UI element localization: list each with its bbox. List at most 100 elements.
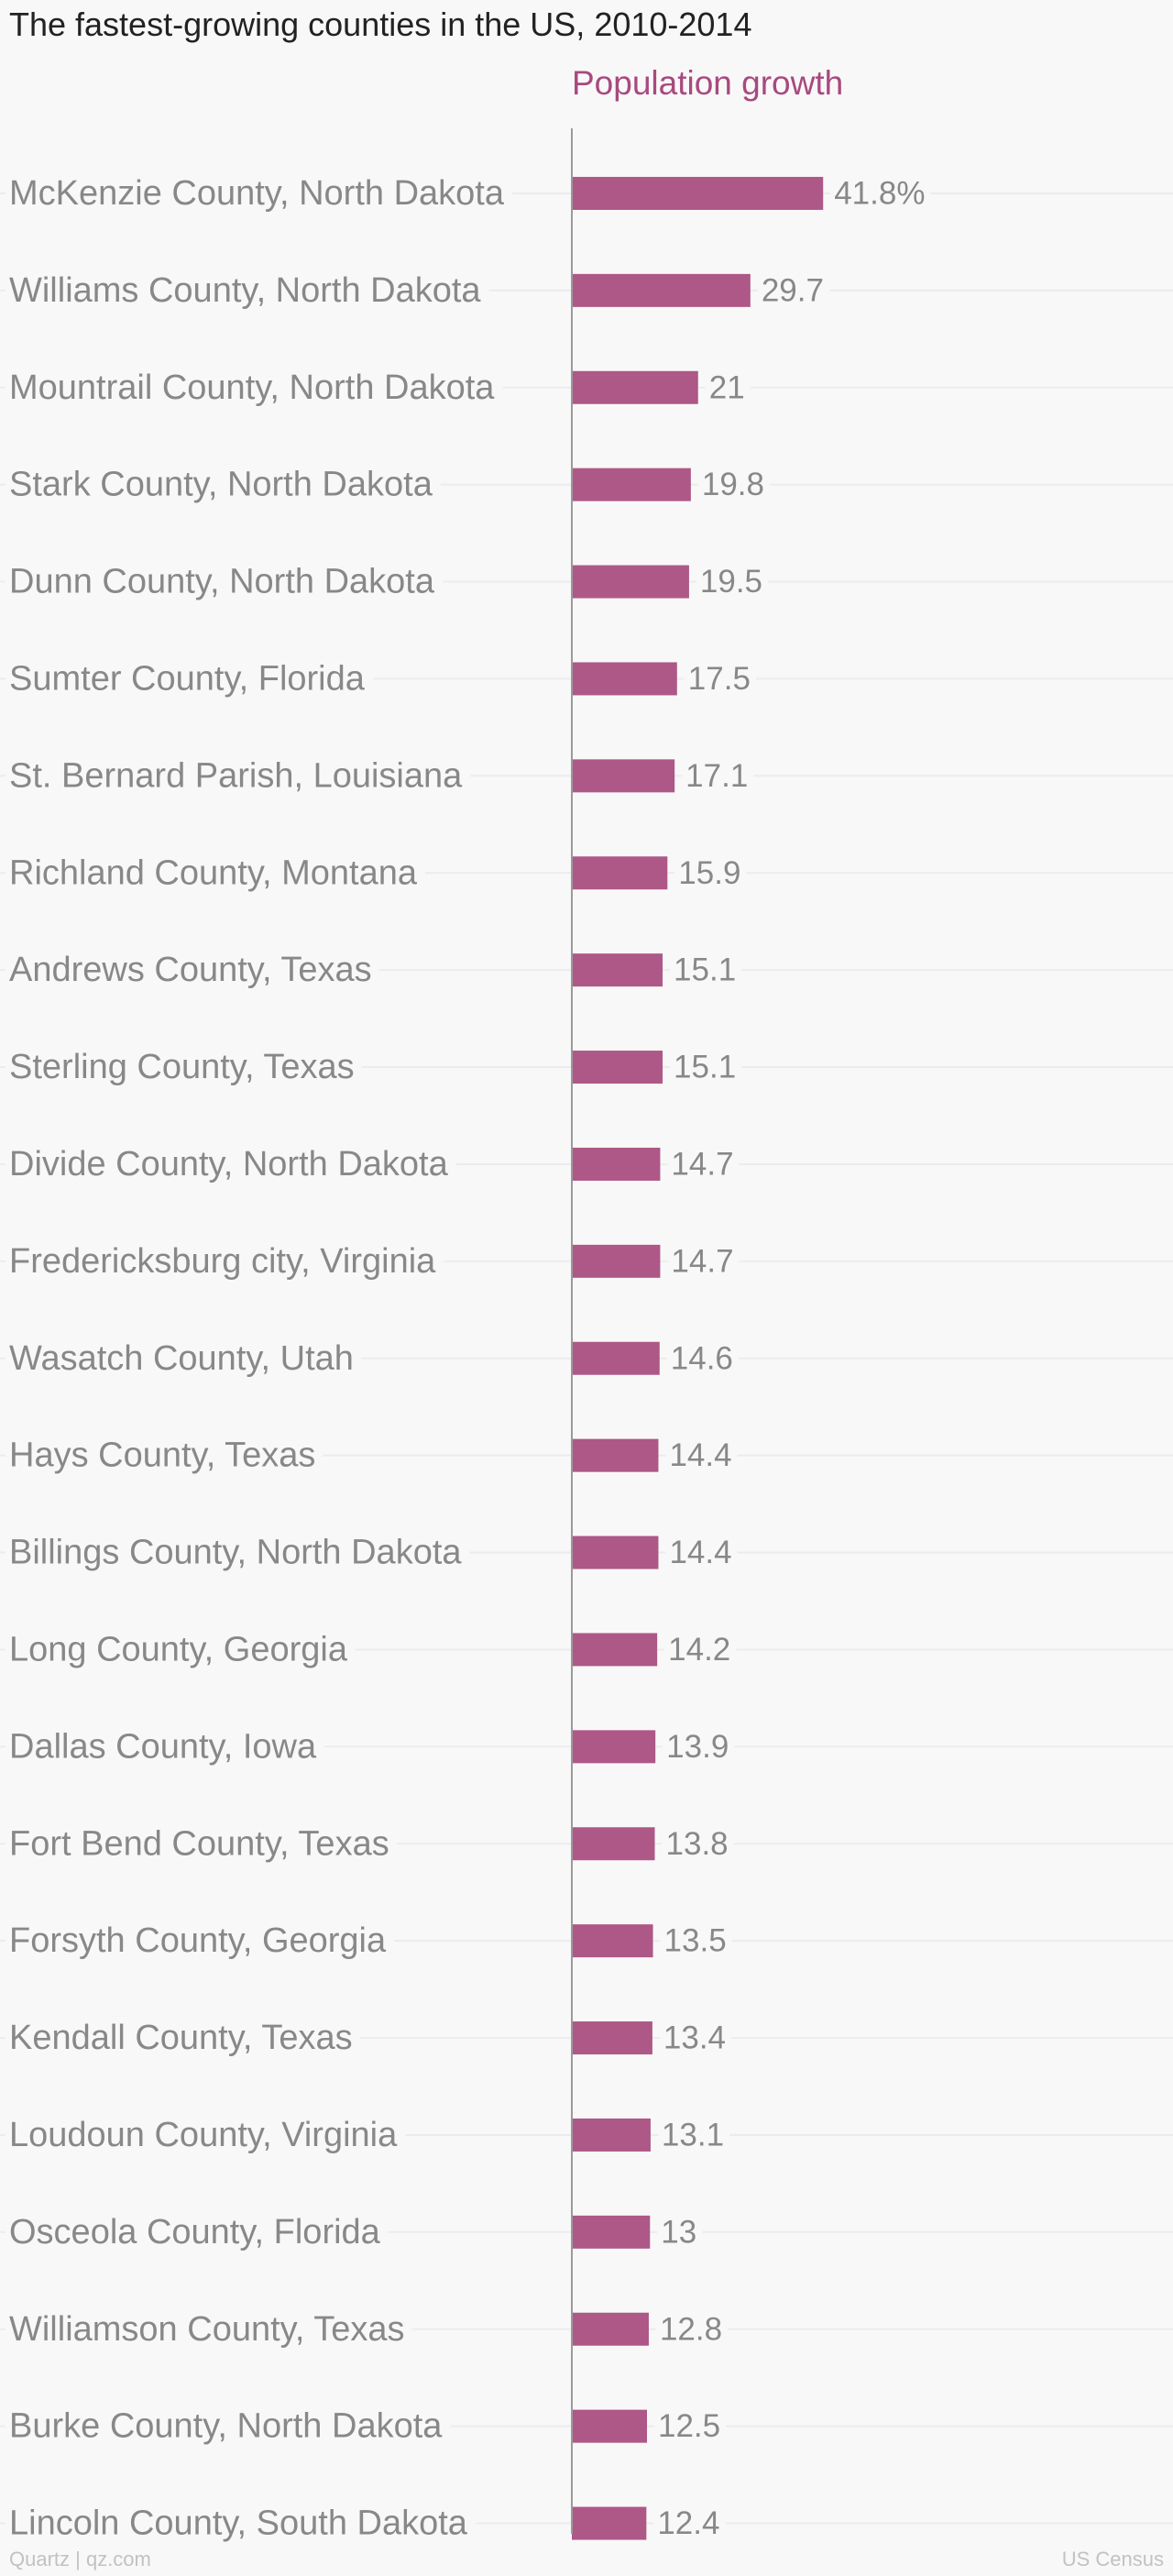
value-label: 41.8%	[834, 175, 925, 211]
value-label-bg	[705, 369, 751, 406]
value-label-bg	[757, 272, 829, 309]
category-label: Williamson County, Texas	[9, 2310, 405, 2349]
footer-credit: Quartz | qz.com	[9, 2548, 151, 2570]
bar	[572, 1244, 661, 1278]
bar	[572, 176, 824, 210]
footer-source: US Census	[1061, 2548, 1164, 2570]
category-label-bg	[5, 1241, 444, 1281]
value-label: 14.7	[671, 1243, 733, 1279]
value-label-bg	[667, 1243, 740, 1280]
value-label: 15.1	[674, 1050, 736, 1085]
value-label-bg	[666, 1340, 739, 1377]
value-label-bg	[662, 1825, 734, 1862]
value-label-bg	[670, 1049, 742, 1085]
category-label-bg	[5, 1824, 397, 1864]
category-label-bg	[5, 1533, 470, 1572]
value-label-bg	[697, 467, 771, 503]
category-label: Forsyth County, Georgia	[9, 1921, 387, 1960]
value-label-bg	[684, 660, 756, 697]
value-label: 12.8	[660, 2311, 722, 2347]
bar	[572, 1730, 656, 1764]
category-label-bg	[5, 659, 373, 699]
category-label-bg	[5, 2212, 389, 2251]
bar	[572, 370, 698, 404]
bar	[572, 2506, 647, 2540]
value-label: 17.1	[685, 758, 748, 794]
value-label: 13.1	[662, 2117, 724, 2152]
bars	[572, 176, 824, 2540]
value-label-bg	[696, 564, 769, 600]
value-label: 12.4	[657, 2505, 719, 2541]
value-label: 14.4	[669, 1437, 731, 1473]
bar	[572, 2021, 652, 2055]
category-label: Osceola County, Florida	[9, 2213, 381, 2251]
value-label: 29.7	[762, 272, 824, 308]
value-label-bg	[657, 2117, 730, 2153]
value-label-bg	[665, 1535, 738, 1571]
value-label: 13.5	[664, 1923, 727, 1959]
category-label: St. Bernard Parish, Louisiana	[9, 756, 463, 795]
value-label-bg	[653, 2505, 726, 2542]
category-label: Divide County, North Dakota	[9, 1145, 449, 1183]
bar	[572, 759, 675, 793]
category-label-bg	[5, 465, 441, 504]
category-label-bg	[5, 2406, 451, 2446]
category-label: Richland County, Montana	[9, 853, 418, 892]
bar	[572, 2312, 649, 2346]
bar	[572, 1438, 659, 1472]
value-label-bg	[830, 175, 931, 212]
category-label-bg	[5, 173, 512, 213]
category-label: McKenzie County, North Dakota	[9, 174, 505, 213]
value-label: 14.4	[669, 1535, 731, 1570]
category-label-bg	[5, 368, 503, 407]
value-label: 17.5	[688, 661, 751, 697]
value-label-bg	[654, 2408, 727, 2445]
bar	[572, 856, 668, 890]
category-label-bg	[5, 1630, 356, 1669]
category-label-bg	[5, 951, 379, 990]
chart-title: The fastest-growing counties in the US, …	[9, 6, 752, 43]
value-label-bg	[674, 854, 747, 891]
value-label: 19.5	[700, 564, 762, 600]
category-label: Dallas County, Iowa	[9, 1727, 317, 1766]
bar	[572, 1924, 653, 1958]
category-label-bg	[5, 2019, 360, 2058]
value-label: 15.1	[674, 952, 736, 988]
category-label: Andrews County, Texas	[9, 951, 372, 989]
value-label: 13	[661, 2214, 696, 2250]
category-label: Kendall County, Texas	[9, 2019, 353, 2057]
bar	[572, 2118, 651, 2152]
category-label: Burke County, North Dakota	[9, 2407, 443, 2446]
value-label: 13.9	[666, 1729, 729, 1765]
bar	[572, 1147, 661, 1181]
category-label-bg	[5, 1436, 323, 1475]
category-label-bg	[5, 270, 489, 310]
category-label: Lincoln County, South Dakota	[9, 2504, 468, 2543]
series-label: Population growth	[572, 64, 844, 102]
value-label-bg	[659, 2020, 732, 2056]
bar	[572, 468, 691, 501]
value-label: 14.2	[668, 1632, 730, 1668]
bar	[572, 2215, 651, 2249]
category-label: Wasatch County, Utah	[9, 1339, 354, 1378]
value-labels: 41.8% 29.7 21 19.8 19.5 17.5 17.1 15.9 15.1 15.1 1…	[653, 175, 931, 2542]
category-labels: McKenzie County, North Dakota Williams Co…	[5, 173, 512, 2543]
value-label-bg	[655, 2311, 729, 2348]
bar	[572, 1341, 660, 1375]
category-label: Long County, Georgia	[9, 1630, 348, 1668]
value-label: 13.4	[663, 2020, 726, 2056]
category-label: Hays County, Texas	[9, 1437, 315, 1475]
category-label: Sterling County, Texas	[9, 1048, 355, 1086]
category-label-bg	[5, 1144, 456, 1183]
value-label-bg	[664, 1631, 737, 1668]
category-label-bg	[5, 853, 425, 893]
value-label: 13.8	[666, 1826, 729, 1862]
value-label: 12.5	[658, 2408, 720, 2444]
category-label: Stark County, North Dakota	[9, 466, 433, 504]
value-label-bg	[670, 952, 742, 988]
bar	[572, 662, 677, 696]
bar	[572, 1051, 663, 1084]
category-label: Dunn County, North Dakota	[9, 563, 435, 601]
value-label-bg	[663, 1728, 735, 1765]
